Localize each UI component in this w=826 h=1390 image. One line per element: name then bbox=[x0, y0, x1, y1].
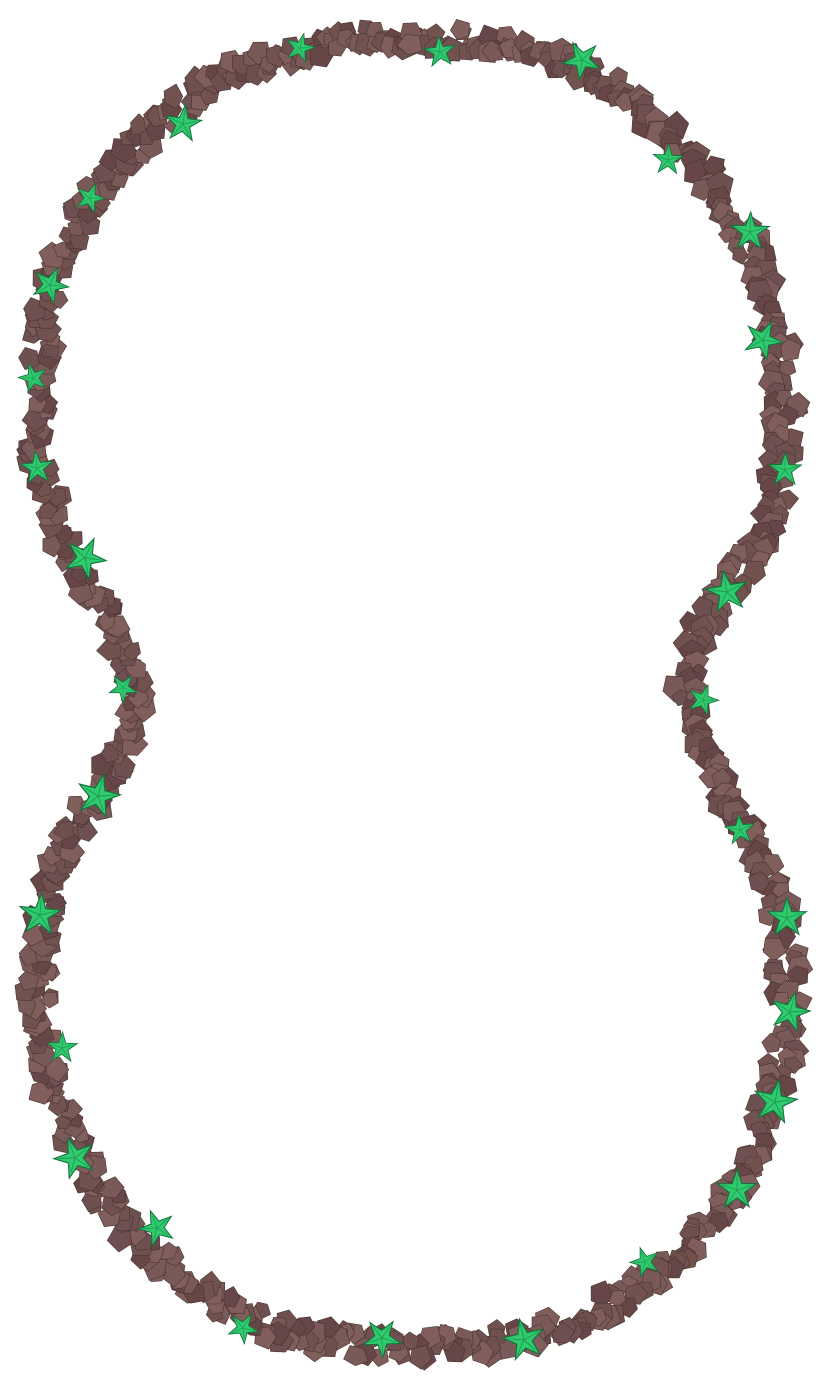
stone-border bbox=[14, 18, 814, 1371]
ivy-leaf-icon bbox=[52, 1136, 94, 1181]
ivy-leaf-icon bbox=[108, 674, 139, 704]
stone-tile-icon bbox=[450, 18, 470, 41]
ivy-leaf-icon bbox=[361, 1320, 403, 1360]
ivy-leaf-icon bbox=[18, 891, 63, 936]
ivy-leaf-icon bbox=[652, 142, 685, 175]
ivy-leaf-icon bbox=[45, 1030, 79, 1063]
ivy-leaf-icon bbox=[19, 449, 54, 484]
ivy-leaf-icon bbox=[771, 990, 812, 1033]
ivy-leaf-icon bbox=[32, 266, 71, 305]
ivy-leaf-icon bbox=[137, 1209, 174, 1248]
ivy-leaf-icon bbox=[767, 451, 803, 486]
stone-tile-icon bbox=[18, 347, 40, 371]
ivy-leaf-icon bbox=[689, 683, 721, 717]
stone-tile-icon bbox=[732, 247, 749, 265]
ivy-leaf-icon bbox=[501, 1317, 545, 1362]
ivy-leaf-icon bbox=[628, 1246, 659, 1278]
ivy-leaf-icon bbox=[715, 1167, 759, 1209]
ivy-leaf-icon bbox=[729, 210, 771, 250]
stone-tile-icon bbox=[101, 1176, 125, 1199]
stone-tile-icon bbox=[343, 1345, 369, 1367]
ivy-leaf-icon bbox=[286, 32, 317, 64]
stone-tile-icon bbox=[41, 991, 59, 1009]
ivy-leaf-icon bbox=[164, 103, 204, 142]
ivy-leaf-icon bbox=[76, 182, 107, 214]
ivy-leaf-icon bbox=[766, 896, 808, 936]
stone-tile-icon bbox=[426, 23, 446, 43]
leaf-decorations bbox=[16, 32, 812, 1362]
stone-tile-icon bbox=[42, 535, 63, 558]
stone-tile-icon bbox=[159, 1241, 179, 1261]
ivy-leaf-icon bbox=[561, 41, 602, 81]
ivy-leaf-icon bbox=[753, 1078, 800, 1125]
ivy-leaf-icon bbox=[704, 569, 748, 613]
ivy-leaf-icon bbox=[422, 34, 456, 68]
ivy-leaf-icon bbox=[64, 537, 108, 581]
ivy-leaf-icon bbox=[723, 813, 756, 845]
stone-tile-icon bbox=[163, 83, 184, 110]
ivy-leaf-icon bbox=[16, 362, 47, 394]
ivy-leaf-icon bbox=[744, 320, 785, 362]
stone-tile-icon bbox=[396, 33, 423, 56]
ivy-leaf-icon bbox=[227, 1313, 260, 1345]
stone-tile-icon bbox=[761, 1032, 781, 1053]
ivy-leaf-icon bbox=[77, 772, 123, 819]
